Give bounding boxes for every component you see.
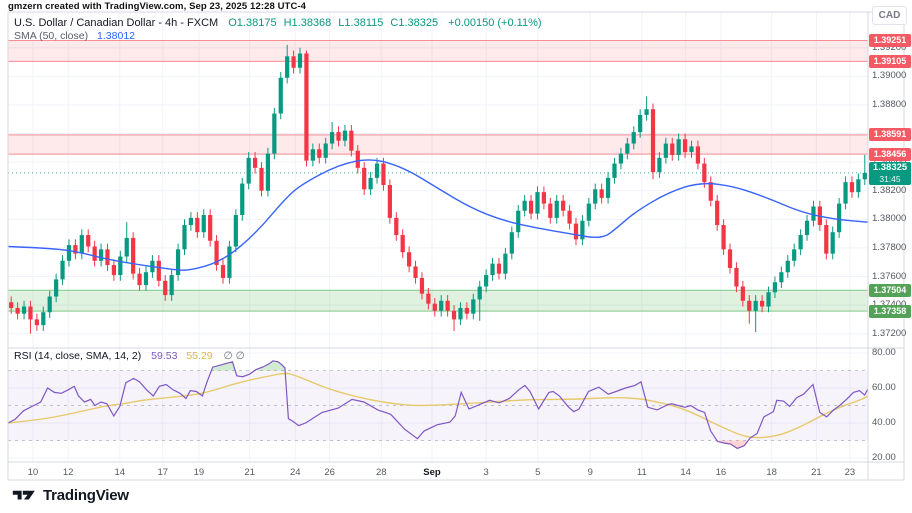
- price-tick-label: 1.39000: [872, 70, 907, 82]
- time-axis-label: 14: [114, 467, 126, 478]
- rsi-legend[interactable]: RSI (14, close, SMA, 14, 2) 59.53 55.29 …: [14, 350, 245, 362]
- zone-price-label: 1.37358: [869, 304, 911, 318]
- price-change: +0.00150 (+0.11%): [448, 17, 542, 29]
- rsi-title: RSI (14, close, SMA, 14, 2): [14, 350, 142, 362]
- sma-value: 1.38012: [97, 30, 136, 42]
- time-axis-label: 23: [844, 467, 856, 478]
- zone-price-label: 1.39105: [869, 54, 911, 68]
- price-tick-label: 1.37200: [872, 327, 907, 339]
- rsi-hidden-values: ∅ ∅: [223, 350, 245, 362]
- sma-legend[interactable]: SMA (50, close) 1.38012: [14, 30, 135, 42]
- time-axis-label: 24: [289, 467, 301, 478]
- time-axis-label: 26: [324, 467, 335, 478]
- zone-price-label: 1.38591: [869, 128, 911, 142]
- bar-countdown: 31:45: [879, 173, 901, 184]
- price-tick-label: 1.37600: [872, 270, 907, 282]
- price-tick-label: 1.38000: [872, 213, 907, 225]
- zone-price-label: 1.39251: [869, 33, 911, 47]
- last-price-value: 1.38325: [872, 161, 908, 173]
- price-tick-label: 1.38800: [872, 98, 907, 110]
- time-axis-label: 11: [636, 467, 647, 478]
- time-axis-label: 9: [587, 467, 593, 478]
- price-tick-label: 1.37800: [872, 241, 907, 253]
- time-axis-label: 3: [483, 467, 489, 478]
- ohlc-value: L1.38115: [338, 17, 384, 29]
- time-axis-label: Sep: [423, 467, 441, 478]
- time-axis-label: 17: [157, 467, 169, 478]
- rsi-tick-label: 80.00: [872, 347, 896, 359]
- rsi-value: 59.53: [151, 350, 178, 362]
- rsi-tick-label: 20.00: [872, 451, 896, 463]
- ohlc-value: H1.38368: [283, 17, 332, 29]
- rsi-tick-label: 60.00: [872, 382, 896, 394]
- currency-label[interactable]: CAD: [872, 6, 907, 25]
- sma-label: SMA (50, close): [14, 30, 89, 42]
- time-axis-label: 21: [811, 467, 822, 478]
- time-axis-label: 10: [27, 467, 39, 478]
- time-axis-label: 5: [535, 467, 541, 478]
- time-axis-label: 21: [244, 467, 255, 478]
- time-axis-label: 19: [193, 467, 205, 478]
- footer: TradingView: [12, 487, 129, 504]
- rsi-signal-value: 55.29: [186, 350, 213, 362]
- time-axis-label: 28: [375, 467, 387, 478]
- price-tick-label: 1.38400: [872, 156, 906, 167]
- symbol-title[interactable]: U.S. Dollar / Canadian Dollar - 4h - FXC…: [14, 17, 219, 29]
- last-price-label: 1.38325 31:45: [869, 161, 911, 185]
- ohlc-value: C1.38325: [390, 17, 439, 29]
- brand-name[interactable]: TradingView: [43, 487, 129, 504]
- zone-price-label: 1.38456: [869, 147, 911, 161]
- ohlc-value: O1.38175: [228, 17, 277, 29]
- time-axis-label: 14: [680, 467, 691, 478]
- price-tick-label: 1.38200: [872, 184, 907, 196]
- rsi-tick-label: 40.00: [872, 417, 896, 428]
- zone-price-label: 1.37504: [869, 283, 911, 297]
- main-legend[interactable]: U.S. Dollar / Canadian Dollar - 4h - FXC…: [14, 16, 542, 30]
- tradingview-logo-icon[interactable]: [12, 487, 36, 504]
- time-axis-label: 16: [715, 467, 727, 478]
- time-axis-label: 12: [62, 467, 74, 478]
- price-tick-label: 1.37400: [872, 299, 906, 310]
- ohlc-values: O1.38175 H1.38368 L1.38115 C1.38325: [221, 17, 438, 29]
- time-axis-label: 18: [766, 467, 777, 478]
- price-tick-label: 1.39200: [872, 41, 907, 53]
- watermark: gmzern created with TradingView.com, Sep…: [8, 1, 307, 12]
